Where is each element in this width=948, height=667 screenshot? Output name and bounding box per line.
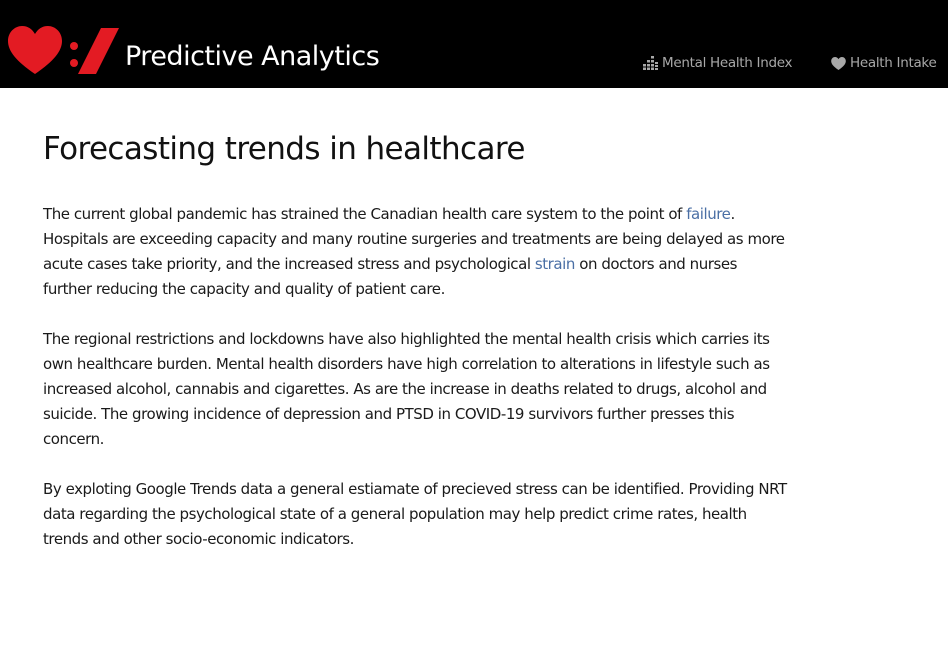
strain-link[interactable]: strain [534,255,575,273]
colon-dot-top [70,42,78,50]
heart-slash-logo [8,26,119,74]
brand-title: Predictive Analytics [125,41,380,72]
main-content: Forecasting trends in healthcare The cur… [43,128,788,552]
navbar: Predictive Analytics Mental Health Index… [0,0,948,88]
intro-paragraph: The current global pandemic has strained… [43,202,788,302]
slash-shape [78,28,119,74]
heart-shape [8,26,62,74]
paragraph-text: on doctors and nurses further reducing t… [43,255,738,298]
google-trends-paragraph: By exploting Google Trends data a genera… [43,480,787,548]
bar-chart-icon [643,56,658,70]
failure-link[interactable]: failure [686,205,731,223]
nav-link-mental-health-index[interactable]: Mental Health Index [643,52,793,74]
colon-dot-bottom [70,59,78,67]
paragraph-text: The current global pandemic has strained… [43,205,687,223]
mental-health-paragraph: The regional restrictions and lockdowns … [43,330,770,448]
heart-icon [831,56,846,70]
page-title: Forecasting trends in healthcare [43,131,525,167]
nav-link-label: Health Intake [850,55,937,71]
paragraph-text: . Hospitals are exceeding capacity and m… [43,205,785,273]
nav-link-health-intake[interactable]: Health Intake [831,52,937,74]
nav-link-label: Mental Health Index [662,55,793,71]
